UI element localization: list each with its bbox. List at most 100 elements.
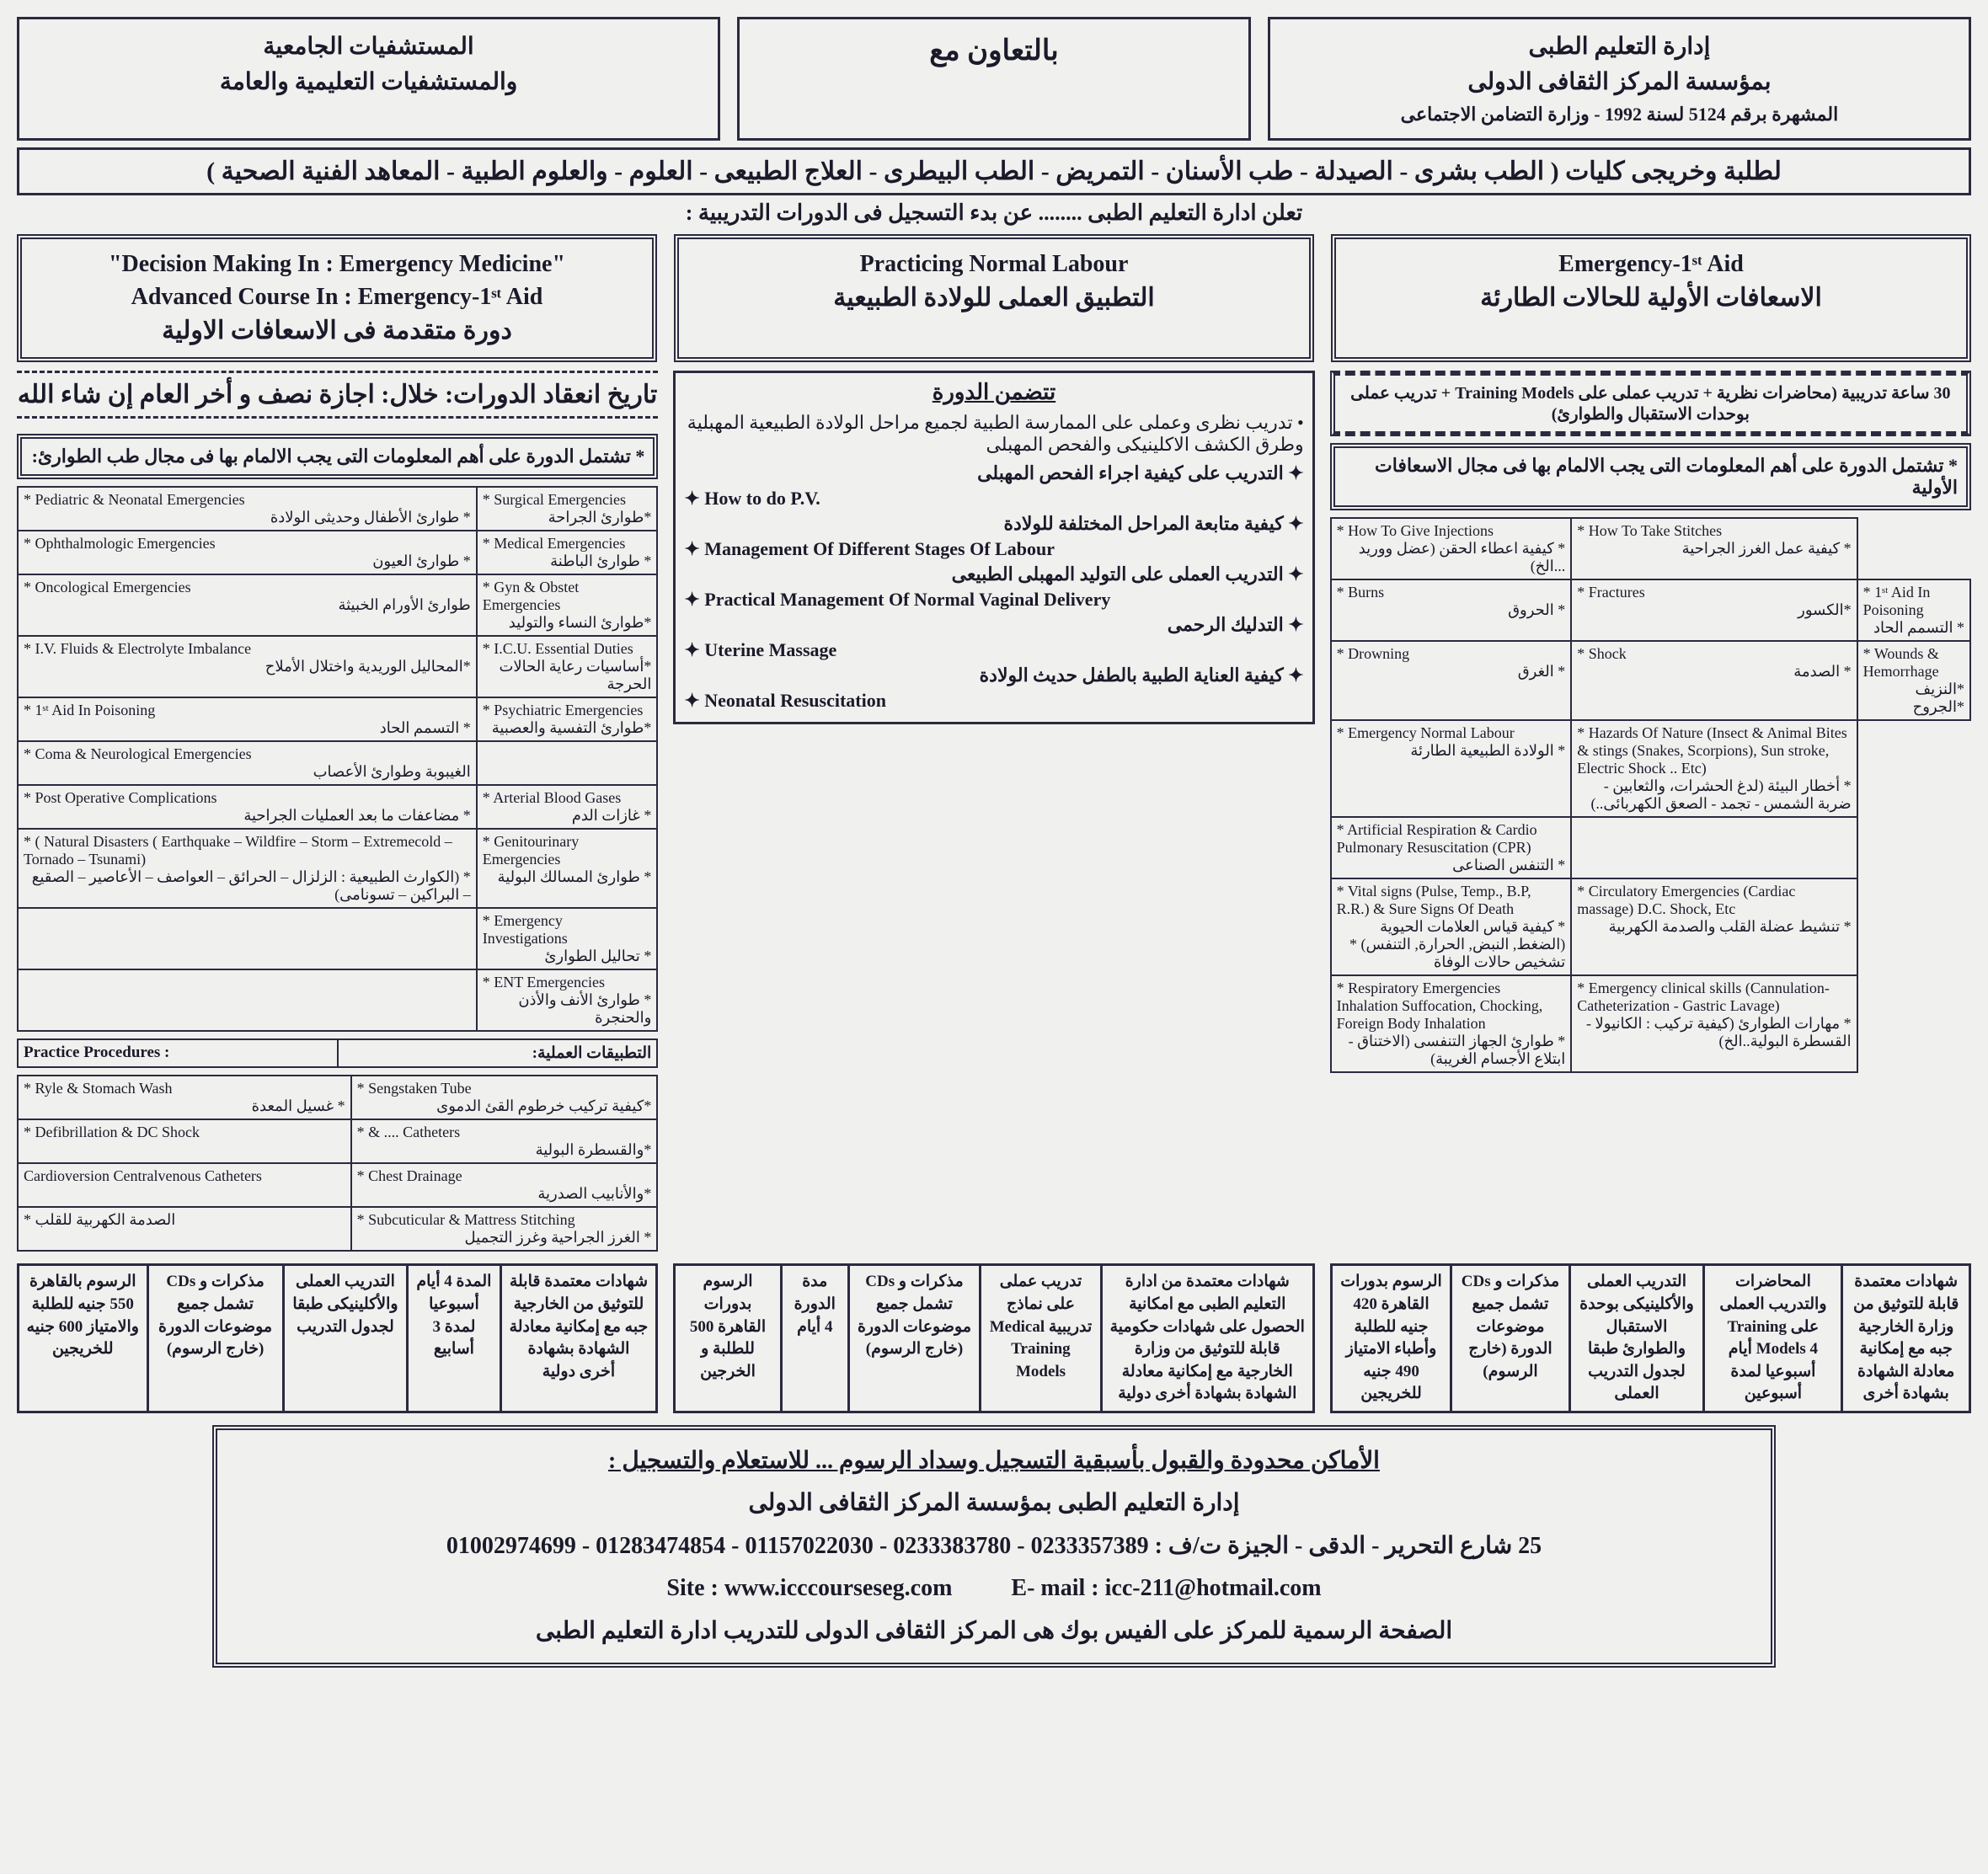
topic-cell: * Shock* الصدمة xyxy=(1571,641,1857,720)
topic-cell: * Drowning* الغرق xyxy=(1331,641,1572,720)
topic-cell: * ( Natural Disasters ( Earthquake – Wil… xyxy=(18,829,477,908)
title-right-en: Emergency-1ˢᵗ Aid xyxy=(1348,248,1954,280)
topic-cell: * Emergency Normal Labour* الولادة الطبي… xyxy=(1331,720,1572,817)
topic-cell: * Coma & Neurological Emergenciesالغيبوب… xyxy=(18,741,477,785)
topic-cell: * ENT Emergencies* طوارئ الأنف والأذن وا… xyxy=(477,969,658,1031)
labour-intro-hdr: تتضمن الدورة xyxy=(684,380,1303,405)
title-right-ar: الاسعافات الأولية للحالات الطارئة xyxy=(1348,280,1954,316)
header-right: إدارة التعليم الطبى بمؤسسة المركز الثقاف… xyxy=(1268,17,1971,141)
topic-cell: * Arterial Blood Gases* غازات الدم xyxy=(477,785,658,829)
topic-cell: * Artificial Respiration & Cardio Pulmon… xyxy=(1331,817,1572,878)
labour-bullet: Management Of Different Stages Of Labour xyxy=(684,538,1303,560)
practice-header-row: Practice Procedures : التطبيقات العملية: xyxy=(17,1038,658,1068)
labour-bullet: التدليك الرحمى xyxy=(684,614,1303,636)
labour-bullets: التدريب على كيفية اجراء الفحص المهبلى How… xyxy=(684,462,1303,712)
topic-cell: * Genitourinary Emergencies* طوارئ المسا… xyxy=(477,829,658,908)
topic-cell: * Defibrillation & DC Shock xyxy=(18,1119,351,1163)
footer-l1: الأماكن محدودة والقبول بأسبقية التسجيل و… xyxy=(232,1440,1756,1482)
topic-cell: * Ophthalmologic Emergencies* طوارئ العي… xyxy=(18,531,477,574)
title-mid-ar: التطبيق العملى للولادة الطبيعية xyxy=(691,280,1297,316)
topic-cell: Cardioversion Centralvenous Catheters xyxy=(18,1163,351,1207)
labour-bullet: كيفية العناية الطبية بالطفل حديث الولادة xyxy=(684,665,1303,686)
adv-intro: * تشتمل الدورة على أهم المعلومات التى يج… xyxy=(17,434,658,479)
footer-l3: 25 شارع التحرير - الدقى - الجيزة ت/ف : 0… xyxy=(232,1525,1756,1567)
header-left: المستشفيات الجامعية والمستشفيات التعليمي… xyxy=(17,17,720,141)
audience-banner: لطلبة وخريجى كليات ( الطب بشرى - الصيدلة… xyxy=(17,147,1971,195)
info-table-advanced: شهادات معتمدة قابلة للتوثيق من الخارجية … xyxy=(17,1263,658,1413)
info-cell: مذكرات و CDs تشمل جميع موضوعات الدورة (خ… xyxy=(147,1265,283,1412)
hdr-left-2: والمستشفيات التعليمية والعامة xyxy=(36,65,701,100)
info-table-labour: شهادات معتمدة من ادارة التعليم الطبى مع … xyxy=(673,1263,1314,1413)
labour-bullet: Uterine Massage xyxy=(684,639,1303,661)
topic-cell: * Vital signs (Pulse, Temp., B.P, R.R.) … xyxy=(1331,878,1572,975)
announce-line: تعلن ادارة التعليم الطبى ........ عن بدء… xyxy=(17,200,1971,226)
course-titles-row: "Decision Making In : Emergency Medicine… xyxy=(17,234,1971,362)
info-cell: التدريب العملى والأكلينيكى بوحدة الاستقب… xyxy=(1569,1265,1704,1412)
info-cell: شهادات معتمدة من ادارة التعليم الطبى مع … xyxy=(1101,1265,1313,1412)
labour-bullet: كيفية متابعة المراحل المختلفة للولادة xyxy=(684,513,1303,535)
topic-cell: * Post Operative Complications* مضاعفات … xyxy=(18,785,477,829)
topic-cell: * Circulatory Emergencies (Cardiac massa… xyxy=(1571,878,1857,975)
info-cell: الرسوم بدورات القاهرة 500 للطلبة و الخرج… xyxy=(675,1265,781,1412)
topic-cell xyxy=(477,741,658,785)
labour-content-box: تتضمن الدورة • تدريب نظرى وعملى على المم… xyxy=(673,371,1314,724)
fa-hours: 30 ساعة تدريبية (محاضرات نظرية + تدريب ع… xyxy=(1330,371,1971,436)
info-cell: مدة الدورة 4 أيام xyxy=(781,1265,848,1412)
labour-bullet: Practical Management Of Normal Vaginal D… xyxy=(684,589,1303,611)
topic-cell: * & .... Catheters*والقسطرة البولية xyxy=(351,1119,658,1163)
info-cell: الرسوم بدورات القاهرة 420 جنيه للطلبة وأ… xyxy=(1331,1265,1451,1412)
footer-l4: Site : www.icccourseseg.com E- mail : ic… xyxy=(232,1567,1756,1610)
labour-bullet: التدريب على كيفية اجراء الفحص المهبلى xyxy=(684,462,1303,484)
footer-email: E- mail : icc-211@hotmail.com xyxy=(1011,1575,1321,1601)
footer-contact-box: الأماكن محدودة والقبول بأسبقية التسجيل و… xyxy=(212,1425,1776,1668)
practice-table: * Ryle & Stomach Wash* غسيل المعدة* Seng… xyxy=(17,1075,658,1252)
col-labour: تتضمن الدورة • تدريب نظرى وعملى على المم… xyxy=(673,371,1314,1252)
topic-cell: * الصدمة الكهربية للقلب xyxy=(18,1207,351,1251)
info-cell: شهادات معتمدة قابلة للتوثيق من وزارة الخ… xyxy=(1842,1265,1970,1412)
topic-cell xyxy=(1571,817,1857,878)
topic-cell: * Psychiatric Emergencies*طوارئ التفسية … xyxy=(477,697,658,741)
labour-bullet: Neonatal Resuscitation xyxy=(684,690,1303,712)
title-mid-en: Practicing Normal Labour xyxy=(691,248,1297,280)
info-table-firstaid: شهادات معتمدة قابلة للتوثيق من وزارة الخ… xyxy=(1330,1263,1971,1413)
topic-cell: * Pediatric & Neonatal Emergencies* طوار… xyxy=(18,487,477,531)
topic-cell: * Hazards Of Nature (Insect & Animal Bit… xyxy=(1571,720,1857,817)
footer-l2: إدارة التعليم الطبى بمؤسسة المركز الثقاف… xyxy=(232,1482,1756,1524)
topic-cell: * Respiratory Emergencies Inhalation Suf… xyxy=(1331,975,1572,1072)
content-columns: تاريخ انعقاد الدورات: خلال: اجازة نصف و … xyxy=(17,371,1971,1252)
fa-intro: * تشتمل الدورة على أهم المعلومات التى يج… xyxy=(1330,443,1971,510)
topic-cell: * I.C.U. Essential Duties*أساسيات رعاية … xyxy=(477,636,658,697)
practice-hdr-ar: التطبيقات العملية: xyxy=(338,1039,658,1067)
col-advanced-emergency: تاريخ انعقاد الدورات: خلال: اجازة نصف و … xyxy=(17,371,658,1252)
info-cell: المدة 4 أيام أسبوعيا لمدة 3 أسابيع xyxy=(408,1265,500,1412)
info-cell: شهادات معتمدة قابلة للتوثيق من الخارجية … xyxy=(500,1265,657,1412)
topic-cell: * Emergency Investigations* تحاليل الطوا… xyxy=(477,908,658,969)
info-cell: الرسوم بالقاهرة 550 جنيه للطلبة والامتيا… xyxy=(19,1265,148,1412)
hdr-right-1: إدارة التعليم الطبى xyxy=(1287,29,1952,65)
info-tables-row: شهادات معتمدة قابلة للتوثيق من الخارجية … xyxy=(17,1263,1971,1413)
topic-cell: * Fractures*الكسور xyxy=(1571,579,1857,641)
footer-l5: الصفحة الرسمية للمركز على الفيس بوك هى ا… xyxy=(232,1610,1756,1652)
adv-topics-table: * Pediatric & Neonatal Emergencies* طوار… xyxy=(17,486,658,1032)
labour-intro-line: • تدريب نظرى وعملى على الممارسة الطبية ل… xyxy=(684,412,1303,456)
info-cell: مذكرات و CDs تشمل جميع موضوعات الدورة (خ… xyxy=(848,1265,980,1412)
hdr-right-3: المشهرة برقم 5124 لسنة 1992 - وزارة التض… xyxy=(1287,100,1952,128)
topic-cell: * Sengstaken Tube*كيفية تركيب خرطوم القئ… xyxy=(351,1076,658,1119)
topic-cell xyxy=(18,908,477,969)
header-mid: بالتعاون مع xyxy=(737,17,1251,141)
topic-cell: * I.V. Fluids & Electrolyte Imbalance*ال… xyxy=(18,636,477,697)
topic-cell: * Surgical Emergencies*طوارئ الجراحة xyxy=(477,487,658,531)
practice-hdr-en: Practice Procedures : xyxy=(18,1039,338,1067)
title-first-aid: Emergency-1ˢᵗ Aid الاسعافات الأولية للحا… xyxy=(1331,234,1971,362)
info-cell: المحاضرات والتدريب العملى على Training M… xyxy=(1704,1265,1842,1412)
topic-cell: * Emergency clinical skills (Cannulation… xyxy=(1571,975,1857,1072)
topic-cell xyxy=(18,969,477,1031)
info-cell: التدريب العملى والأكلينيكى طبقا لجدول ال… xyxy=(283,1265,408,1412)
labour-bullet: How to do P.V. xyxy=(684,488,1303,510)
title-emergency-advanced: "Decision Making In : Emergency Medicine… xyxy=(17,234,657,362)
title-left-ar: دورة متقدمة فى الاسعافات الاولية xyxy=(34,313,640,349)
topic-cell: * 1ˢᵗ Aid In Poisoning* التسمم الحاد xyxy=(1857,579,1970,641)
hdr-right-2: بمؤسسة المركز الثقافى الدولى xyxy=(1287,65,1952,100)
title-left-en1: "Decision Making In : Emergency Medicine… xyxy=(34,248,640,280)
topic-cell: * Gyn & Obstet Emergencies*طوارئ النساء … xyxy=(477,574,658,636)
